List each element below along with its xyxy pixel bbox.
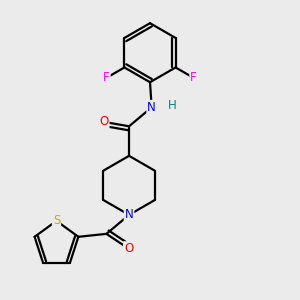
Text: H: H [168,99,177,112]
Text: S: S [53,214,60,227]
Text: O: O [124,242,133,255]
Text: F: F [190,71,197,84]
Text: N: N [125,208,134,221]
Text: N: N [147,101,156,114]
Text: F: F [103,71,110,84]
Text: O: O [99,116,109,128]
